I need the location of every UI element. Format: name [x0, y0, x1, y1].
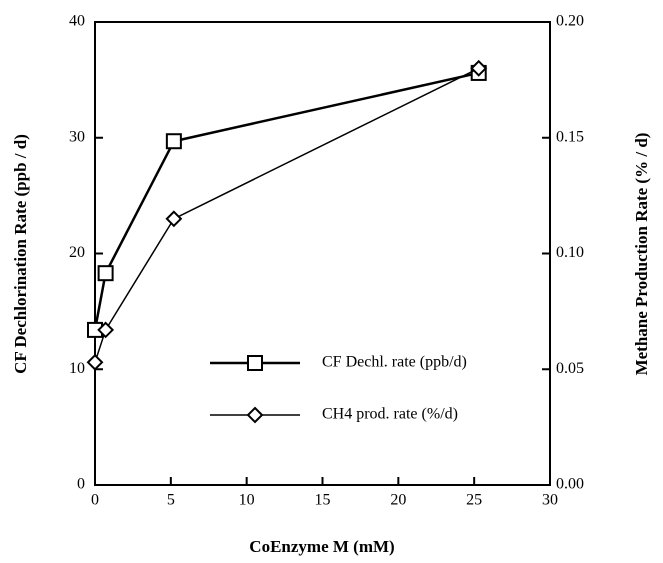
legend-label: CH4 prod. rate (%/d) — [322, 406, 458, 423]
y-tick-label: 40 — [69, 13, 85, 30]
x-tick-label: 25 — [466, 492, 482, 509]
y2-tick-label: 0.05 — [556, 360, 584, 377]
x-tick-label: 20 — [390, 492, 406, 509]
diamond-marker — [165, 210, 183, 228]
series-line — [93, 71, 479, 331]
y2-tick-label: 0.00 — [556, 476, 584, 493]
x-axis-label: CoEnzyme M (mM) — [249, 537, 394, 556]
square-marker — [97, 265, 114, 282]
diamond-marker — [470, 59, 488, 77]
diamond-marker — [86, 353, 104, 371]
diamond-marker — [97, 321, 115, 339]
x-tick-label: 0 — [91, 492, 99, 509]
series-line — [94, 67, 480, 363]
y2-tick-label: 0.10 — [556, 244, 584, 261]
y-tick-label: 30 — [69, 128, 85, 145]
y-tick-label: 20 — [69, 244, 85, 261]
x-tick-label: 10 — [239, 492, 255, 509]
y2-tick-label: 0.20 — [556, 13, 584, 30]
x-tick-label: 30 — [542, 492, 558, 509]
legend-marker — [247, 355, 263, 371]
y-tick-label: 10 — [69, 360, 85, 377]
x-tick-label: 5 — [167, 492, 175, 509]
y2-tick-label: 0.15 — [556, 128, 584, 145]
legend-label: CF Dechl. rate (ppb/d) — [322, 354, 467, 371]
y-axis-label: CF Dechlorination Rate (ppb / d) — [11, 134, 30, 374]
square-marker — [165, 133, 182, 150]
y-tick-label: 0 — [77, 476, 85, 493]
y2-axis-label: Methane Production Rate (% / d) — [632, 133, 651, 376]
legend-marker — [246, 406, 264, 424]
x-tick-label: 15 — [315, 492, 331, 509]
